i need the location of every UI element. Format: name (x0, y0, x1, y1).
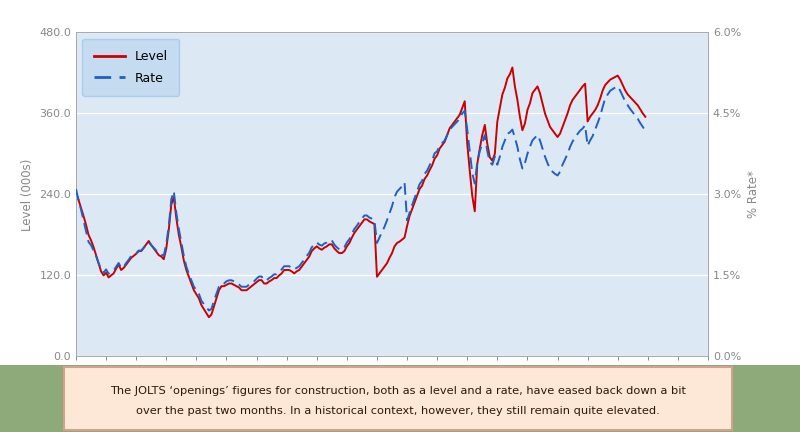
Text: The JOLTS ‘openings’ figures for construction, both as a level and a rate, have : The JOLTS ‘openings’ figures for constru… (110, 386, 686, 396)
Legend: Level, Rate: Level, Rate (82, 38, 179, 96)
Text: over the past two months. In a historical context, however, they still remain qu: over the past two months. In a historica… (136, 406, 660, 416)
X-axis label: Year & Month: Year & Month (350, 392, 434, 405)
Y-axis label: % Rate*: % Rate* (746, 171, 760, 218)
Y-axis label: Level (000s): Level (000s) (21, 158, 34, 231)
